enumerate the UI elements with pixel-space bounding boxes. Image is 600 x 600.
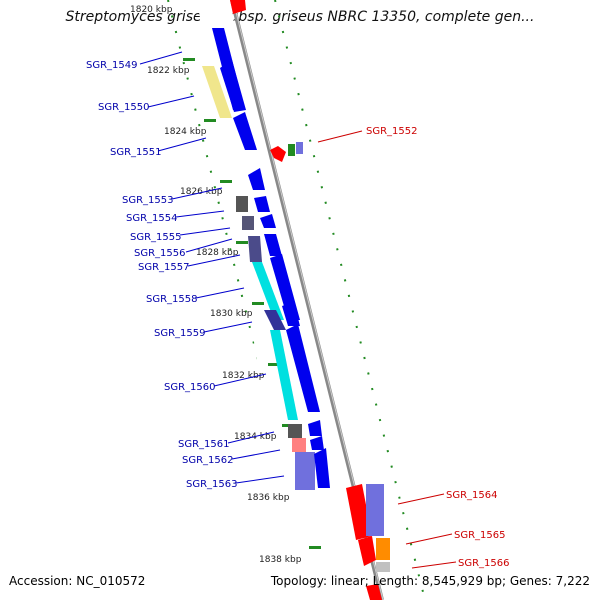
summary-text: Topology: linear; Length: 8,545,929 bp; … bbox=[270, 574, 590, 588]
gene-sgr-1558 bbox=[252, 262, 284, 320]
label-sgr-1559: SGR_1559 bbox=[154, 328, 206, 339]
gene-sgr-1552-b bbox=[288, 144, 295, 156]
gene-sgr-1553-a bbox=[248, 168, 265, 190]
gene-sgr-1550-b bbox=[220, 60, 246, 112]
scale-tick bbox=[183, 58, 195, 61]
label-sgr-1556: SGR_1556 bbox=[134, 248, 186, 259]
scale-labels: 1820 kbp 1822 kbp 1824 kbp 1826 kbp 1828… bbox=[130, 5, 302, 565]
label-sgr-1557: SGR_1557 bbox=[138, 262, 190, 273]
label-sgr-1555: SGR_1555 bbox=[130, 232, 182, 243]
scale-label: 1830 kbp bbox=[210, 309, 253, 319]
gene-sgr-1562-b bbox=[310, 436, 324, 450]
label-sgr-1565: SGR_1565 bbox=[454, 530, 506, 541]
reverse-genes[interactable] bbox=[230, 0, 390, 600]
label-sgr-1553: SGR_1553 bbox=[122, 195, 174, 206]
gene-sgr-1565-a bbox=[358, 536, 376, 566]
gene-sgr-1565 bbox=[376, 538, 390, 560]
gene-sgr-1556-b bbox=[264, 234, 282, 256]
label-sgr-1562: SGR_1562 bbox=[182, 455, 234, 466]
gene-sgr-1564-a bbox=[346, 484, 372, 540]
gene-sgr-1552-a bbox=[270, 146, 286, 162]
gene-sgr-1563 bbox=[295, 452, 315, 490]
scale-label: 1832 kbp bbox=[222, 371, 265, 381]
scale-label: 1838 kbp bbox=[259, 555, 302, 565]
map-title: Streptomyces griseus subsp. griseus NBRC… bbox=[65, 9, 535, 25]
gene-sgr-1550 bbox=[202, 66, 232, 118]
gene-sgr-1563-b bbox=[314, 448, 330, 488]
gene-top-red bbox=[230, 0, 246, 14]
scale-label: 1824 kbp bbox=[164, 127, 207, 137]
scale-tick bbox=[204, 119, 216, 122]
reverse-leader-lines bbox=[317, 130, 457, 569]
label-sgr-1560: SGR_1560 bbox=[164, 382, 216, 393]
label-sgr-1551: SGR_1551 bbox=[110, 147, 162, 158]
gene-bottom-red bbox=[366, 584, 382, 600]
gene-sgr-1559 bbox=[264, 310, 286, 330]
gene-sgr-1562 bbox=[292, 438, 306, 452]
scale-label: 1828 kbp bbox=[196, 248, 239, 258]
gene-sgr-1554 bbox=[242, 216, 254, 230]
gene-sgr-1566 bbox=[376, 562, 390, 572]
label-sgr-1552: SGR_1552 bbox=[366, 126, 418, 137]
gene-sgr-1553 bbox=[236, 196, 248, 212]
gene-sgr-1561-b bbox=[308, 420, 322, 436]
label-sgr-1563: SGR_1563 bbox=[186, 479, 238, 490]
scale-label: 1822 kbp bbox=[147, 66, 190, 76]
scale-tick bbox=[252, 302, 264, 305]
label-sgr-1558: SGR_1558 bbox=[146, 294, 198, 305]
gene-sgr-1561 bbox=[288, 424, 302, 438]
gene-sgr-1552 bbox=[296, 142, 303, 154]
forward-genes[interactable] bbox=[202, 28, 330, 490]
forward-gene-labels[interactable]: SGR_1549 SGR_1550 SGR_1551 SGR_1553 SGR_… bbox=[86, 60, 238, 490]
label-sgr-1549: SGR_1549 bbox=[86, 60, 138, 71]
gene-sgr-1556 bbox=[248, 236, 262, 262]
gene-sgr-1564 bbox=[366, 484, 384, 536]
label-sgr-1564: SGR_1564 bbox=[446, 490, 498, 501]
gene-sgr-1560-b bbox=[286, 324, 320, 412]
scale-tick bbox=[236, 241, 248, 244]
gene-sgr-1559-b bbox=[282, 302, 300, 326]
label-sgr-1561: SGR_1561 bbox=[178, 439, 230, 450]
gene-sgr-1551 bbox=[233, 112, 257, 150]
gene-sgr-1555 bbox=[260, 214, 276, 228]
scale-label: 1826 kbp bbox=[180, 187, 223, 197]
gene-sgr-1560 bbox=[270, 330, 298, 420]
accession-text: Accession: NC_010572 bbox=[9, 574, 146, 588]
label-sgr-1554: SGR_1554 bbox=[126, 213, 178, 224]
scale-label: 1834 kbp bbox=[234, 432, 277, 442]
scale-tick bbox=[268, 363, 280, 366]
reverse-gene-labels[interactable]: SGR_1552 SGR_1564 SGR_1565 SGR_1566 bbox=[366, 126, 510, 569]
scale-tick bbox=[220, 180, 232, 183]
label-sgr-1566: SGR_1566 bbox=[458, 558, 510, 569]
scale-label: 1836 kbp bbox=[247, 493, 290, 503]
gene-sgr-1553-b bbox=[254, 196, 270, 212]
forward-leader-lines bbox=[139, 51, 285, 484]
scale-label: 1820 kbp bbox=[130, 5, 173, 15]
scale-tick bbox=[309, 546, 321, 549]
label-sgr-1550: SGR_1550 bbox=[98, 102, 150, 113]
